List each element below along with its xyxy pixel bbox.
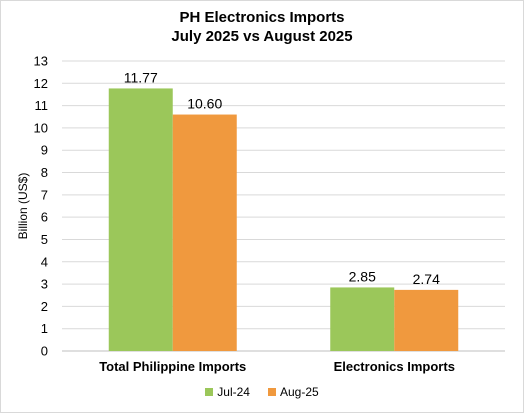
- chart-title: PH Electronics Imports: [179, 9, 345, 26]
- y-tick-label: 9: [41, 143, 48, 158]
- data-label: 2.74: [413, 271, 440, 287]
- bar-aug-25-2: [394, 289, 459, 351]
- data-label: 2.85: [349, 268, 376, 284]
- y-tick-label: 13: [34, 54, 48, 69]
- y-tick-label: 10: [34, 120, 48, 135]
- y-tick-label: 0: [41, 344, 48, 359]
- legend-item-series-1: Jul-24: [205, 385, 250, 399]
- data-label: 11.77: [124, 69, 158, 85]
- y-tick-label: 12: [34, 76, 48, 91]
- y-axis-label: Billion (US$): [16, 173, 30, 240]
- x-category-label: Total Philippine Imports: [99, 359, 246, 374]
- y-tick-label: 5: [41, 232, 48, 247]
- y-tick-label: 4: [41, 254, 48, 269]
- y-tick-label: 7: [41, 187, 48, 202]
- chart-subtitle: July 2025 vs August 2025: [171, 28, 353, 45]
- data-label: 10.60: [187, 96, 222, 112]
- y-tick-label: 1: [41, 321, 48, 336]
- bar-jul-24-2: [330, 287, 395, 351]
- legend-label-series-2: Aug-25: [279, 385, 319, 399]
- x-category-label: Electronics Imports: [334, 359, 455, 374]
- bar-aug-25-1: [172, 114, 237, 352]
- legend-swatch-series-1: [205, 388, 214, 396]
- chart-title-block: PH Electronics Imports July 2025 vs Augu…: [0, 8, 524, 46]
- y-tick-label: 3: [41, 277, 48, 292]
- y-tick-label: 11: [35, 98, 49, 113]
- legend-swatch-series-2: [267, 388, 276, 396]
- bar-jul-24-1: [108, 88, 173, 351]
- legend-label-series-1: Jul-24: [217, 385, 250, 399]
- y-tick-label: 2: [41, 299, 48, 314]
- chart-legend: Jul-24 Aug-25: [0, 385, 524, 399]
- y-tick-label: 6: [41, 210, 48, 225]
- legend-item-series-2: Aug-25: [267, 385, 319, 399]
- y-tick-label: 8: [41, 165, 48, 180]
